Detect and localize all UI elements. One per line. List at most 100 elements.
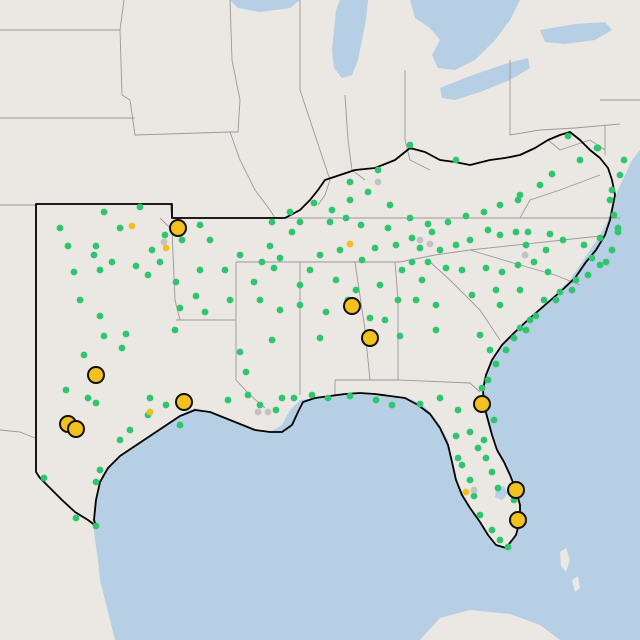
green-site-marker[interactable] [90,251,98,259]
green-site-marker[interactable] [458,266,466,274]
green-site-marker[interactable] [136,203,144,211]
green-site-marker[interactable] [502,346,510,354]
green-site-marker[interactable] [384,224,392,232]
green-site-marker[interactable] [480,208,488,216]
green-site-marker[interactable] [588,254,596,262]
green-site-marker[interactable] [358,256,366,264]
green-site-marker[interactable] [316,334,324,342]
gray-site-marker[interactable] [521,251,529,259]
green-site-marker[interactable] [116,224,124,232]
green-site-marker[interactable] [462,212,470,220]
green-site-marker[interactable] [486,346,494,354]
green-site-marker[interactable] [148,246,156,254]
green-site-marker[interactable] [296,301,304,309]
green-site-marker[interactable] [352,286,360,294]
green-site-marker[interactable] [372,396,380,404]
green-site-marker[interactable] [516,324,524,332]
large-yellow-site-marker[interactable] [509,511,527,529]
green-site-marker[interactable] [108,258,116,266]
green-site-marker[interactable] [258,258,266,266]
green-site-marker[interactable] [559,236,567,244]
green-site-marker[interactable] [510,334,518,342]
green-site-marker[interactable] [416,400,424,408]
green-site-marker[interactable] [470,492,478,500]
gray-site-marker[interactable] [426,240,434,248]
green-site-marker[interactable] [100,332,108,340]
small-yellow-site-marker[interactable] [462,488,470,496]
green-site-marker[interactable] [192,292,200,300]
green-site-marker[interactable] [206,236,214,244]
green-site-marker[interactable] [332,276,340,284]
green-site-marker[interactable] [532,312,540,320]
green-site-marker[interactable] [76,296,84,304]
green-site-marker[interactable] [371,244,379,252]
green-site-marker[interactable] [466,428,474,436]
gray-site-marker[interactable] [160,238,168,246]
green-site-marker[interactable] [176,421,184,429]
green-site-marker[interactable] [272,406,280,414]
green-site-marker[interactable] [488,468,496,476]
green-site-marker[interactable] [342,214,350,222]
green-site-marker[interactable] [556,288,564,296]
gray-site-marker[interactable] [254,408,262,416]
green-site-marker[interactable] [388,401,396,409]
green-site-marker[interactable] [224,396,232,404]
green-site-marker[interactable] [552,296,560,304]
green-site-marker[interactable] [452,432,460,440]
green-site-marker[interactable] [346,392,354,400]
green-site-marker[interactable] [236,251,244,259]
green-site-marker[interactable] [288,228,296,236]
green-site-marker[interactable] [346,196,354,204]
green-site-marker[interactable] [326,218,334,226]
green-site-marker[interactable] [276,306,284,314]
green-site-marker[interactable] [496,231,504,239]
green-site-marker[interactable] [458,461,466,469]
green-site-marker[interactable] [602,258,610,266]
green-site-marker[interactable] [542,246,550,254]
green-site-marker[interactable] [478,384,486,392]
green-site-marker[interactable] [171,326,179,334]
green-site-marker[interactable] [296,281,304,289]
green-site-marker[interactable] [196,221,204,229]
green-site-marker[interactable] [514,261,522,269]
large-yellow-site-marker[interactable] [343,297,361,315]
green-site-marker[interactable] [544,268,552,276]
green-site-marker[interactable] [346,178,354,186]
green-site-marker[interactable] [610,211,618,219]
green-site-marker[interactable] [176,304,184,312]
green-site-marker[interactable] [80,351,88,359]
green-site-marker[interactable] [364,188,372,196]
green-site-marker[interactable] [126,426,134,434]
green-site-marker[interactable] [336,246,344,254]
green-site-marker[interactable] [178,236,186,244]
green-site-marker[interactable] [322,308,330,316]
green-site-marker[interactable] [616,171,624,179]
green-site-marker[interactable] [526,316,534,324]
green-site-marker[interactable] [64,242,72,250]
large-yellow-site-marker[interactable] [361,329,379,347]
green-site-marker[interactable] [328,206,336,214]
green-site-marker[interactable] [256,401,264,409]
green-site-marker[interactable] [504,543,512,551]
green-site-marker[interactable] [72,514,80,522]
green-site-marker[interactable] [156,258,164,266]
green-site-marker[interactable] [266,242,274,250]
green-site-marker[interactable] [496,301,504,309]
green-site-marker[interactable] [484,376,492,384]
large-yellow-site-marker[interactable] [87,366,105,384]
green-site-marker[interactable] [494,484,502,492]
large-yellow-site-marker[interactable] [473,395,491,413]
green-site-marker[interactable] [608,186,616,194]
green-site-marker[interactable] [522,326,530,334]
gray-site-marker[interactable] [374,178,382,186]
green-site-marker[interactable] [242,368,250,376]
green-site-marker[interactable] [608,246,616,254]
green-site-marker[interactable] [236,348,244,356]
green-site-marker[interactable] [310,199,318,207]
green-site-marker[interactable] [408,258,416,266]
small-yellow-site-marker[interactable] [146,408,154,416]
green-site-marker[interactable] [416,244,424,252]
green-site-marker[interactable] [84,394,92,402]
green-site-marker[interactable] [576,156,584,164]
